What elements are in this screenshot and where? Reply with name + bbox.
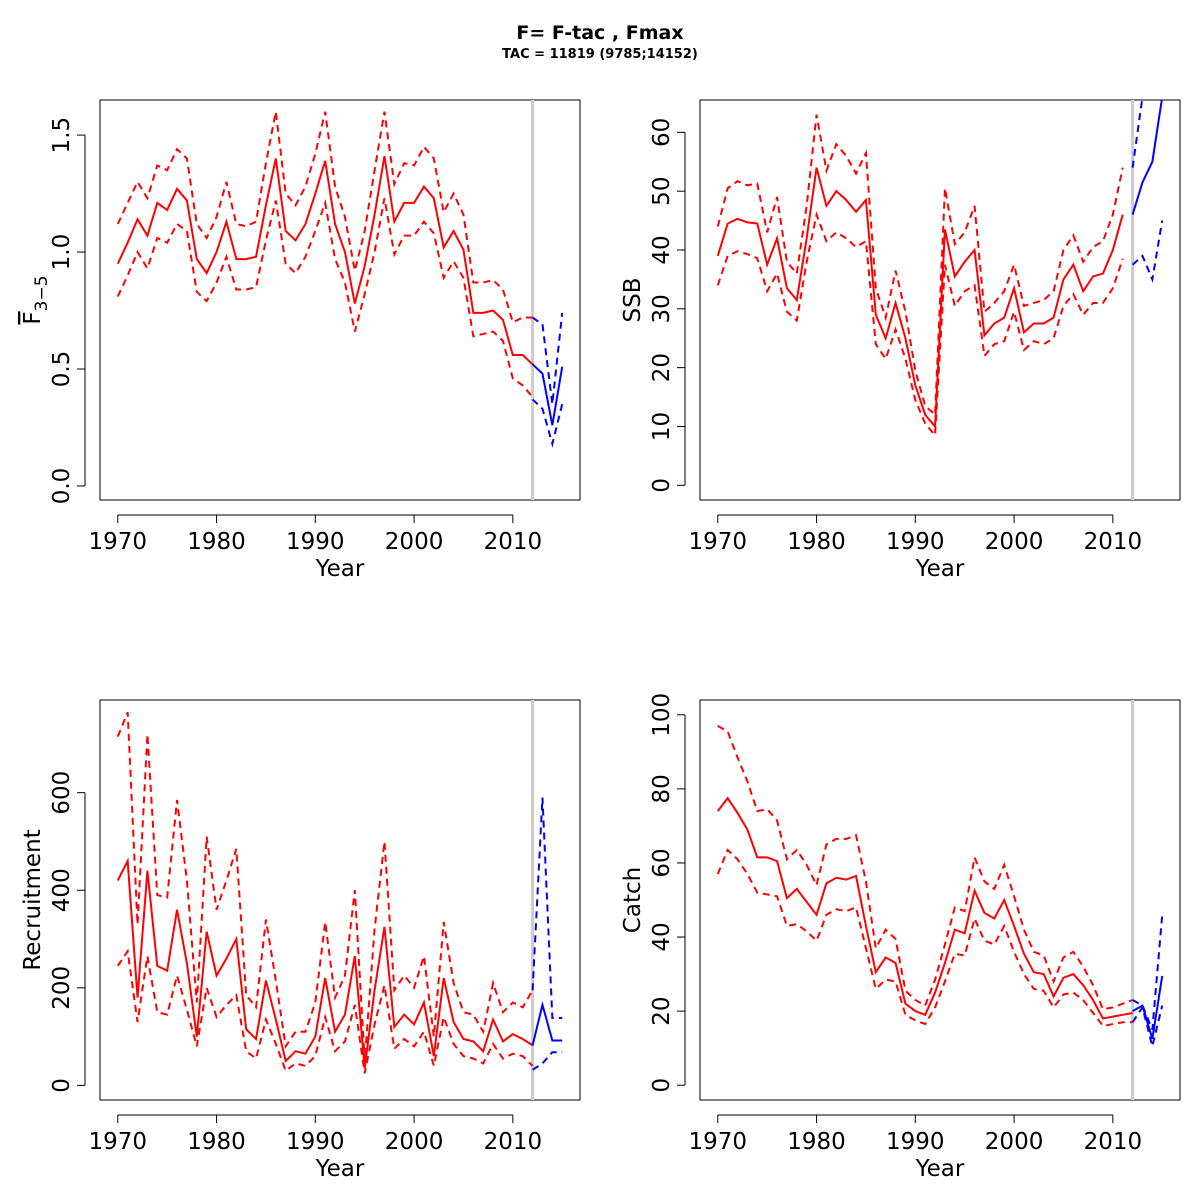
y-axis: 0 20 40 60 80 100 Catch — [620, 693, 686, 1093]
projection-upper-line — [532, 312, 564, 405]
panel-4: 1970 1980 1990 2000 2010 Year 0 20 40 60 80 100 Catc… — [620, 693, 1181, 1182]
y-tick-label: 0 — [649, 478, 675, 493]
x-tick-label: 2010 — [484, 529, 543, 555]
x-tick-label: 2000 — [385, 1129, 444, 1155]
data-layer — [716, 700, 1164, 1100]
y-axis-label: F3−5 — [20, 275, 52, 324]
chart-subtitle: TAC = 11819 (9785;14152) — [502, 47, 698, 62]
historical-lower-line — [116, 948, 534, 1074]
y-tick-label: 40 — [649, 922, 675, 951]
y-tick-label: 30 — [649, 294, 675, 323]
data-layer — [116, 100, 564, 500]
y-tick-label: 10 — [649, 412, 675, 441]
projection-mid-line — [1132, 975, 1164, 1040]
x-tick-label: 1980 — [787, 529, 846, 555]
y-axis: 0 10 20 30 40 50 60 SSB — [620, 118, 686, 493]
historical-mid-line — [116, 857, 534, 1069]
projection-mid-line — [531, 363, 564, 426]
y-tick-label: 20 — [649, 996, 675, 1025]
y-tick-label: 400 — [49, 868, 75, 912]
y-axis: 0.0 0.5 1.0 1.5 F3−5 — [20, 117, 86, 505]
y-tick-label: 600 — [49, 771, 75, 815]
panel-3: 1970 1980 1990 2000 2010 Year 0 200 400 600Recrui… — [20, 699, 581, 1182]
x-tick-label: 1990 — [286, 1129, 345, 1155]
panel-2: 1970 1980 1990 2000 2010 Year 0 10 20 30 40 50 60 SSB — [620, 99, 1181, 582]
x-tick-label: 2000 — [985, 529, 1044, 555]
x-tick-label: 1970 — [689, 529, 748, 555]
x-axis-label: Year — [915, 556, 965, 582]
projection-upper-line — [531, 797, 563, 1020]
y-tick-label: 40 — [649, 235, 675, 264]
y-axis-label-main: F — [20, 311, 46, 324]
data-layer — [116, 700, 563, 1100]
plot-frame — [699, 99, 1181, 501]
x-tick-label: 2010 — [1084, 529, 1143, 555]
y-tick-label: 60 — [649, 118, 675, 147]
y-tick-label: 100 — [649, 693, 675, 737]
projection-mid-line — [531, 1000, 563, 1046]
plot-frame — [99, 699, 581, 1101]
projection-upper-line — [1132, 914, 1164, 1031]
x-axis: 1970 1980 1990 2000 2010 Year — [89, 1114, 543, 1182]
x-axis: 1970 1980 1990 2000 2010 Year — [689, 514, 1143, 582]
historical-mid-line — [716, 167, 1124, 430]
historical-upper-line — [116, 711, 534, 1062]
x-tick-label: 2000 — [985, 1129, 1044, 1155]
x-axis-label: Year — [315, 556, 365, 582]
historical-lower-line — [716, 848, 1133, 1028]
historical-lower-line — [116, 198, 534, 398]
x-tick-label: 2010 — [1084, 1129, 1143, 1155]
x-axis: 1970 1980 1990 2000 2010 Year — [689, 1114, 1143, 1182]
y-axis-label: Catch — [620, 867, 646, 933]
historical-mid-line — [716, 796, 1133, 1020]
projection-lower-line — [531, 398, 564, 448]
y-tick-label: 20 — [649, 353, 675, 382]
historical-lower-line — [716, 211, 1124, 438]
historical-upper-line — [116, 111, 533, 324]
plot-frame — [99, 99, 581, 501]
historical-upper-line — [716, 114, 1124, 417]
x-tick-label: 1990 — [886, 529, 945, 555]
x-axis: 1970 1980 1990 2000 2010 Year — [89, 514, 543, 582]
x-axis-label: Year — [315, 1156, 365, 1182]
chart-title: F= F-tac , Fmax — [516, 22, 684, 44]
y-tick-label: 60 — [649, 848, 675, 877]
projection-lower-line — [1131, 220, 1164, 283]
y-tick-label: 1.0 — [49, 234, 75, 271]
x-axis-label: Year — [915, 1156, 965, 1182]
y-tick-label: 0.5 — [49, 351, 75, 388]
projection-lower-line — [532, 1051, 563, 1071]
x-tick-label: 1980 — [187, 529, 246, 555]
y-tick-label: 200 — [49, 966, 75, 1010]
plot-frame — [699, 699, 1181, 1101]
x-tick-label: 2010 — [484, 1129, 543, 1155]
y-axis-label: SSB — [620, 278, 646, 323]
y-tick-label: 0 — [49, 1078, 75, 1093]
historical-mid-line — [116, 155, 534, 366]
x-tick-label: 1990 — [286, 529, 345, 555]
y-tick-label: 80 — [649, 774, 675, 803]
projection-mid-line — [1131, 100, 1163, 215]
x-tick-label: 1980 — [787, 1129, 846, 1155]
x-tick-label: 1980 — [187, 1129, 246, 1155]
panel-1: 1970 1980 1990 2000 2010 Year 0.0 0.5 1.0 1.5 F3−5 — [20, 99, 581, 582]
y-tick-label: 0.0 — [49, 468, 75, 505]
y-tick-label: 0 — [649, 1078, 675, 1093]
y-axis-label-sub: 3−5 — [32, 275, 52, 311]
projection-lower-line — [1131, 1004, 1164, 1047]
x-tick-label: 1990 — [886, 1129, 945, 1155]
x-tick-label: 1970 — [89, 529, 148, 555]
y-tick-label: 50 — [649, 177, 675, 206]
x-tick-label: 2000 — [385, 529, 444, 555]
data-layer — [716, 100, 1164, 500]
x-tick-label: 1970 — [689, 1129, 748, 1155]
y-tick-label: 1.5 — [49, 117, 75, 154]
projection-upper-line — [1131, 100, 1144, 168]
y-axis-label: Recruitment — [20, 829, 46, 970]
historical-upper-line — [717, 725, 1133, 1011]
x-tick-label: 1970 — [89, 1129, 148, 1155]
